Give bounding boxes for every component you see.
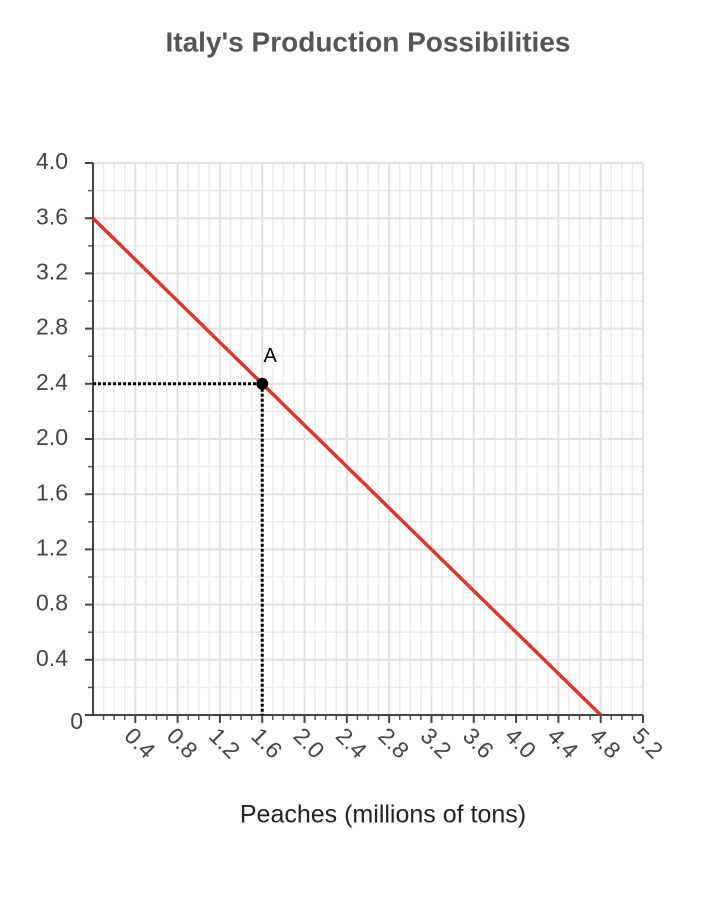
x-tick-label: 2.8 bbox=[373, 722, 414, 763]
x-tick-label: 4.8 bbox=[585, 722, 626, 763]
x-tick-label: 5.2 bbox=[627, 722, 668, 763]
point-label: A bbox=[264, 345, 278, 367]
y-tick-label: 0.8 bbox=[36, 590, 68, 616]
chart-title: Italy's Production Possibilities bbox=[166, 26, 571, 57]
y-tick-label: 0.4 bbox=[36, 645, 68, 671]
x-tick-label: 1.2 bbox=[204, 722, 245, 763]
x-tick-label: 3.2 bbox=[416, 722, 457, 763]
point bbox=[256, 377, 269, 390]
x-tick-label: 2.0 bbox=[289, 722, 330, 763]
y-tick-label: 2.4 bbox=[36, 369, 68, 395]
ppf-line bbox=[91, 216, 602, 717]
y-tick-label: 3.2 bbox=[36, 258, 68, 284]
y-tick-label: 1.2 bbox=[36, 534, 68, 560]
x-tick-label: 1.6 bbox=[246, 722, 287, 763]
y-tick-label: 2.0 bbox=[36, 424, 68, 450]
y-tick-label: 3.6 bbox=[36, 203, 68, 229]
x-tick-label: 2.4 bbox=[331, 722, 372, 763]
x-tick-label: 3.6 bbox=[458, 722, 499, 763]
x-tick-label: 4.4 bbox=[543, 722, 584, 763]
y-tick-label: 1.6 bbox=[36, 479, 68, 505]
y-tick-label: 2.8 bbox=[36, 314, 68, 340]
x-axis-label: Peaches (millions of tons) bbox=[240, 801, 526, 829]
x-tick-label: 4.0 bbox=[500, 722, 541, 763]
x-tick-label: 0.8 bbox=[162, 722, 203, 763]
y-tick-label: 4.0 bbox=[36, 148, 68, 174]
y-tick-label: 0 bbox=[70, 708, 83, 734]
x-tick-label: 0.4 bbox=[119, 722, 160, 763]
